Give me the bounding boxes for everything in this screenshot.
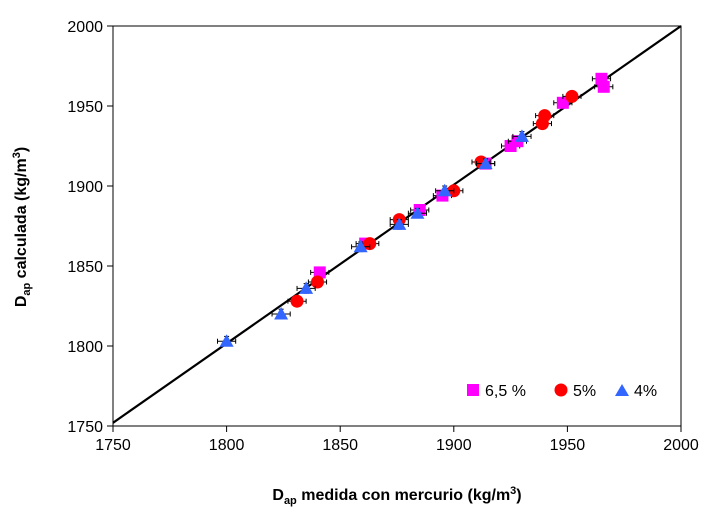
y-tick-label: 1800 <box>67 339 103 356</box>
legend: 6,5 % 5% 4% <box>467 383 657 400</box>
data-point-circle <box>290 294 304 308</box>
x-tick-label: 1950 <box>550 437 586 454</box>
data-point-square <box>597 80 610 93</box>
y-tick-label: 1850 <box>67 259 103 276</box>
data-point-triangle <box>299 281 314 294</box>
x-tick-label: 1800 <box>209 437 245 454</box>
data-point-triangle <box>478 156 493 170</box>
data-point-triangle <box>514 129 529 142</box>
legend-marker-6-5 <box>467 384 479 396</box>
data-point-triangle <box>353 239 368 253</box>
plot-area: 1750 1800 1850 1900 1950 2000 1750 1800 1850 1900… <box>67 19 698 454</box>
data-point-square <box>313 266 326 279</box>
data-point-circle <box>310 275 324 289</box>
data-point-square <box>556 96 569 109</box>
plot-frame <box>112 25 682 427</box>
x-tick-label: 1850 <box>322 437 358 454</box>
x-tick-label: 2000 <box>663 437 699 454</box>
data-point-triangle <box>410 206 425 219</box>
x-tick-label: 1900 <box>436 437 472 454</box>
data-point-circle <box>565 89 579 103</box>
legend-label-6-5: 6,5 % <box>485 383 526 400</box>
legend-label-4: 4% <box>634 383 657 400</box>
y-tick-label: 1750 <box>67 419 103 436</box>
x-tick-label: 1750 <box>95 437 131 454</box>
data-point-triangle <box>392 217 407 230</box>
data-point-triangle <box>274 307 289 320</box>
data-point-circle <box>538 109 552 123</box>
x-axis-title: Dap medida con mercurio (kg/m3) <box>272 485 521 507</box>
y-tick-label: 1900 <box>67 179 103 196</box>
data-point-triangle <box>437 183 452 197</box>
y-axis-title: Dap calculada (kg/m3) <box>11 147 33 307</box>
y-tick-label: 2000 <box>67 19 103 36</box>
y-tick-label: 1950 <box>67 99 103 116</box>
legend-marker-4 <box>615 384 629 396</box>
legend-marker-5 <box>554 383 568 397</box>
legend-label-5: 5% <box>573 383 596 400</box>
data-point-square <box>504 140 517 152</box>
data-point-triangle <box>219 334 234 347</box>
